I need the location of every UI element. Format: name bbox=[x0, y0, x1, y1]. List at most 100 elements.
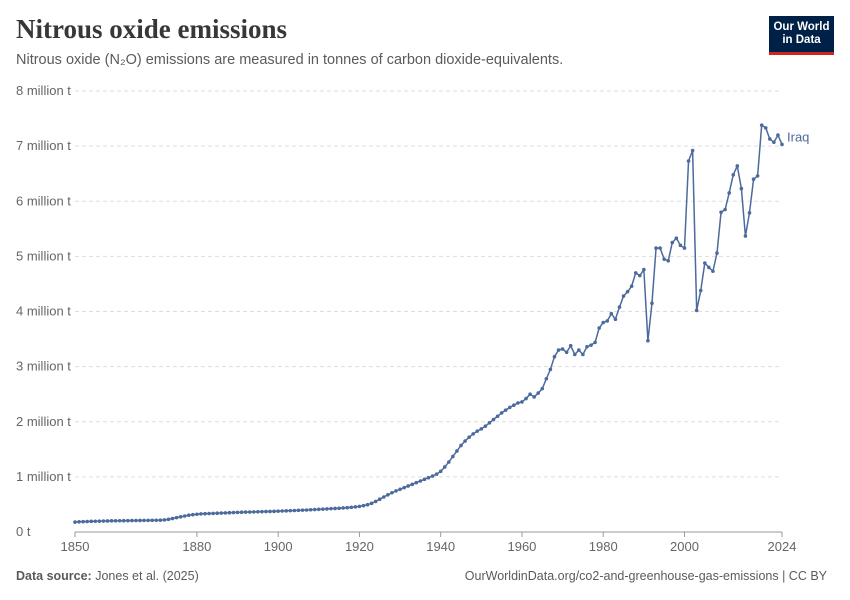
data-point[interactable] bbox=[532, 395, 536, 399]
data-point[interactable] bbox=[402, 485, 406, 490]
data-point[interactable] bbox=[629, 284, 634, 288]
data-point[interactable] bbox=[357, 504, 362, 509]
data-point[interactable] bbox=[633, 271, 638, 275]
data-point[interactable] bbox=[772, 140, 776, 145]
data-point[interactable] bbox=[284, 509, 289, 513]
data-point[interactable] bbox=[747, 211, 752, 215]
data-point[interactable] bbox=[243, 510, 248, 514]
data-point[interactable] bbox=[113, 519, 118, 523]
data-point[interactable] bbox=[105, 519, 110, 523]
data-point[interactable] bbox=[703, 261, 707, 265]
data-point[interactable] bbox=[341, 506, 345, 510]
data-point[interactable] bbox=[321, 507, 325, 511]
data-point[interactable] bbox=[134, 518, 138, 523]
data-point[interactable] bbox=[264, 509, 268, 514]
data-point[interactable] bbox=[227, 510, 232, 515]
data-point[interactable] bbox=[625, 289, 630, 294]
data-point[interactable] bbox=[589, 343, 593, 347]
data-point[interactable] bbox=[142, 518, 146, 523]
data-point[interactable] bbox=[349, 505, 354, 510]
data-point[interactable] bbox=[536, 391, 541, 395]
data-point[interactable] bbox=[154, 518, 159, 523]
data-point[interactable] bbox=[422, 477, 427, 482]
data-point[interactable] bbox=[235, 510, 240, 515]
data-point[interactable] bbox=[203, 511, 207, 516]
data-point[interactable] bbox=[178, 515, 183, 519]
data-point[interactable] bbox=[390, 490, 394, 495]
data-point[interactable] bbox=[568, 343, 573, 348]
data-point[interactable] bbox=[442, 465, 447, 469]
data-point[interactable] bbox=[601, 320, 606, 325]
data-point[interactable] bbox=[650, 301, 654, 306]
data-point[interactable] bbox=[117, 518, 122, 523]
data-point[interactable] bbox=[365, 502, 370, 507]
data-point[interactable] bbox=[463, 439, 467, 443]
data-point[interactable] bbox=[97, 519, 102, 523]
data-point[interactable] bbox=[239, 510, 244, 515]
data-point[interactable] bbox=[223, 511, 228, 515]
data-point[interactable] bbox=[520, 400, 524, 404]
data-point[interactable] bbox=[126, 518, 130, 523]
data-point[interactable] bbox=[251, 510, 256, 514]
data-point[interactable] bbox=[186, 513, 191, 517]
data-point[interactable] bbox=[199, 512, 203, 516]
data-point[interactable] bbox=[109, 519, 114, 523]
data-point[interactable] bbox=[495, 414, 500, 419]
data-point[interactable] bbox=[211, 511, 215, 516]
data-point[interactable] bbox=[707, 265, 711, 270]
data-point[interactable] bbox=[593, 340, 597, 345]
data-point[interactable] bbox=[735, 164, 740, 168]
data-point[interactable] bbox=[731, 172, 736, 177]
data-point[interactable] bbox=[288, 508, 293, 513]
data-point[interactable] bbox=[451, 454, 455, 459]
data-point[interactable] bbox=[686, 159, 691, 163]
data-point[interactable] bbox=[471, 432, 476, 436]
data-point[interactable] bbox=[337, 506, 341, 511]
data-point[interactable] bbox=[719, 210, 723, 215]
data-point[interactable] bbox=[231, 510, 236, 515]
data-point[interactable] bbox=[751, 177, 756, 181]
data-point[interactable] bbox=[739, 186, 744, 191]
data-point[interactable] bbox=[268, 509, 272, 514]
data-point[interactable] bbox=[694, 308, 699, 313]
data-point[interactable] bbox=[77, 520, 81, 524]
data-point[interactable] bbox=[674, 236, 679, 240]
series-line-iraq[interactable] bbox=[74, 124, 783, 523]
data-point[interactable] bbox=[418, 479, 423, 483]
data-point[interactable] bbox=[353, 505, 358, 509]
data-point[interactable] bbox=[768, 137, 772, 141]
data-point[interactable] bbox=[219, 511, 224, 515]
data-point[interactable] bbox=[247, 510, 252, 514]
data-point[interactable] bbox=[304, 508, 309, 512]
data-point[interactable] bbox=[743, 234, 748, 238]
data-point[interactable] bbox=[646, 338, 650, 343]
data-point[interactable] bbox=[516, 401, 520, 405]
data-point[interactable] bbox=[597, 326, 601, 330]
data-point[interactable] bbox=[528, 392, 532, 396]
data-point[interactable] bbox=[455, 449, 459, 453]
data-point[interactable] bbox=[524, 396, 528, 401]
data-point[interactable] bbox=[386, 492, 390, 497]
data-point[interactable] bbox=[548, 367, 553, 372]
data-point[interactable] bbox=[666, 258, 671, 263]
data-point[interactable] bbox=[361, 503, 366, 508]
data-point[interactable] bbox=[727, 191, 731, 195]
data-point[interactable] bbox=[377, 497, 382, 502]
data-point[interactable] bbox=[715, 251, 719, 255]
data-point[interactable] bbox=[560, 347, 565, 351]
data-point[interactable] bbox=[81, 519, 85, 524]
data-source-text[interactable]: Jones et al. (2025) bbox=[95, 569, 199, 583]
data-point[interactable] bbox=[572, 352, 577, 357]
data-point[interactable] bbox=[170, 516, 175, 521]
data-point[interactable] bbox=[556, 348, 561, 352]
data-point[interactable] bbox=[690, 148, 695, 153]
data-point[interactable] bbox=[292, 508, 297, 513]
data-point[interactable] bbox=[260, 509, 264, 514]
data-point[interactable] bbox=[182, 514, 187, 518]
data-point[interactable] bbox=[312, 507, 317, 512]
data-point[interactable] bbox=[434, 472, 439, 476]
data-point[interactable] bbox=[654, 246, 658, 250]
data-point[interactable] bbox=[329, 506, 333, 511]
data-point[interactable] bbox=[73, 520, 77, 524]
data-point[interactable] bbox=[605, 319, 610, 323]
